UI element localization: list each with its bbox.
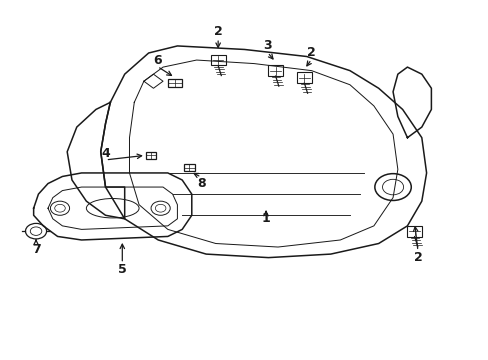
Text: 2: 2 bbox=[413, 251, 422, 264]
Text: 5: 5 bbox=[118, 264, 126, 276]
Text: 8: 8 bbox=[197, 177, 205, 190]
Bar bbox=[168, 79, 182, 87]
Text: 4: 4 bbox=[101, 147, 110, 160]
Text: 3: 3 bbox=[263, 40, 271, 53]
Bar bbox=[296, 72, 311, 83]
Text: 2: 2 bbox=[213, 25, 222, 38]
Text: 6: 6 bbox=[153, 54, 161, 67]
Bar bbox=[407, 226, 421, 237]
Text: 7: 7 bbox=[32, 243, 41, 256]
Bar bbox=[210, 55, 225, 66]
Text: 2: 2 bbox=[306, 46, 315, 59]
Bar bbox=[268, 65, 283, 76]
Text: 1: 1 bbox=[261, 212, 270, 225]
Bar bbox=[145, 152, 156, 159]
Bar bbox=[184, 164, 194, 171]
